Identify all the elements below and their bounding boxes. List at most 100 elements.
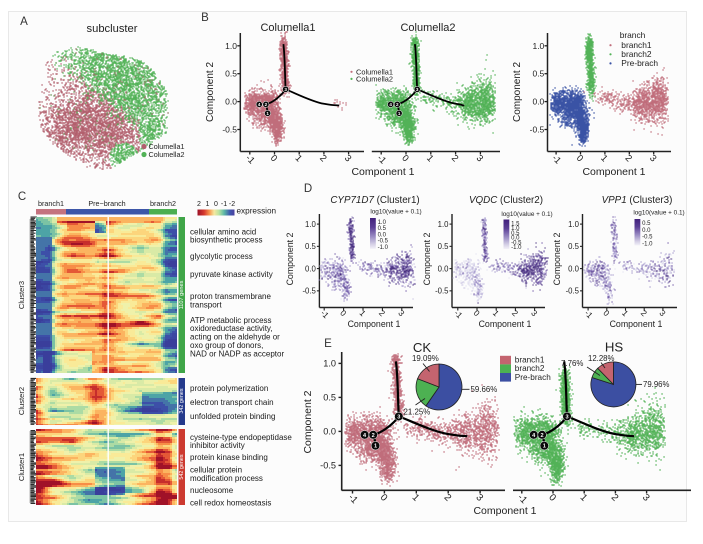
svg-text:proton transmembrane: proton transmembrane (190, 292, 271, 301)
svg-text:nucleosome: nucleosome (190, 486, 234, 495)
svg-text:4: 4 (258, 102, 261, 107)
svg-text:3: 3 (648, 153, 659, 164)
svg-text:Columella1: Columella1 (149, 142, 185, 151)
svg-text:Component 2: Component 2 (552, 232, 562, 285)
svg-text:2: 2 (318, 153, 329, 164)
svg-text:0: 0 (269, 153, 280, 164)
svg-text:Columella1: Columella1 (356, 68, 393, 77)
svg-text:1.0: 1.0 (532, 41, 544, 51)
svg-text:4: 4 (389, 102, 392, 107)
svg-text:2: 2 (442, 492, 454, 504)
svg-text:0.5: 0.5 (511, 231, 520, 237)
svg-text:7.76%: 7.76% (561, 359, 583, 368)
svg-text:4: 4 (532, 433, 536, 439)
svg-text:transport: transport (190, 301, 222, 310)
svg-text:branch2: branch2 (515, 364, 545, 373)
svg-text:1.0: 1.0 (511, 226, 520, 232)
svg-text:-0.5: -0.5 (642, 235, 653, 241)
svg-text:unfolded protein binding: unfolded protein binding (190, 412, 275, 421)
svg-text:B: B (201, 12, 209, 24)
svg-text:-1: -1 (221, 201, 227, 208)
svg-text:1: 1 (543, 444, 546, 450)
svg-text:Cluster2: Cluster2 (17, 387, 26, 415)
svg-text:Component 2: Component 2 (512, 62, 523, 122)
svg-text:0: 0 (575, 153, 586, 164)
svg-text:Component 1: Component 1 (582, 166, 645, 178)
svg-text:0: 0 (400, 153, 411, 164)
svg-text:D: D (304, 183, 312, 195)
svg-text:0.0: 0.0 (511, 236, 520, 242)
svg-text:-0.5: -0.5 (511, 240, 522, 246)
svg-text:acting on the aldehyde or: acting on the aldehyde or (190, 333, 280, 342)
svg-text:-1.0: -1.0 (378, 245, 389, 251)
svg-text:0.5: 0.5 (568, 242, 580, 251)
svg-text:19.09%: 19.09% (412, 354, 439, 363)
svg-text:0.5: 0.5 (532, 69, 544, 79)
svg-text:-1.0: -1.0 (511, 245, 522, 251)
svg-text:Component 1: Component 1 (473, 505, 536, 517)
svg-text:HS: HS (605, 340, 624, 355)
svg-text:0: 0 (601, 308, 612, 319)
svg-text:Columella2: Columella2 (356, 75, 393, 84)
svg-text:2: 2 (197, 201, 201, 208)
svg-text:-0.5: -0.5 (530, 125, 545, 135)
svg-text:1.0: 1.0 (568, 220, 580, 229)
svg-text:electron transport chain: electron transport chain (190, 398, 274, 407)
svg-text:Pre-brach: Pre-brach (515, 373, 551, 382)
svg-text:2: 2 (609, 492, 621, 504)
svg-text:0.5: 0.5 (305, 242, 317, 251)
svg-text:0.0: 0.0 (642, 228, 651, 234)
svg-text:3: 3 (657, 308, 668, 319)
svg-text:2: 2 (372, 433, 375, 439)
svg-text:Columella2: Columella2 (149, 150, 185, 159)
svg-text:2: 2 (639, 308, 650, 319)
svg-text:2: 2 (450, 153, 461, 164)
svg-text:21.25%: 21.25% (404, 408, 431, 417)
svg-text:oxidoreductase activity,: oxidoreductase activity, (190, 324, 273, 333)
svg-text:1: 1 (491, 308, 502, 319)
svg-text:pyruvate kinase activity: pyruvate kinase activity (190, 270, 273, 279)
svg-text:1: 1 (206, 201, 210, 208)
svg-text:cellular protein: cellular protein (190, 465, 242, 474)
svg-text:59.66%: 59.66% (471, 385, 498, 394)
svg-text:Cluster3: Cluster3 (17, 281, 26, 309)
svg-text:modification process: modification process (190, 474, 263, 483)
svg-text:1107 genes: 1107 genes (179, 280, 185, 309)
svg-text:1: 1 (425, 153, 436, 164)
svg-text:VPP1 (Cluster3): VPP1 (Cluster3) (602, 195, 673, 206)
svg-text:2: 2 (541, 433, 544, 439)
svg-text:2: 2 (510, 308, 521, 319)
svg-text:oxo group of donors,: oxo group of donors, (190, 341, 263, 350)
svg-text:branch1: branch1 (38, 199, 64, 208)
svg-text:VQDC (Cluster2): VQDC (Cluster2) (469, 195, 543, 206)
svg-text:1: 1 (620, 308, 631, 319)
svg-text:Component 2: Component 2 (422, 232, 432, 285)
svg-text:CK: CK (413, 340, 432, 355)
svg-text:-1.0: -1.0 (642, 241, 653, 247)
svg-text:1: 1 (293, 153, 304, 164)
svg-text:1.0: 1.0 (323, 359, 336, 369)
svg-text:1.0: 1.0 (378, 220, 387, 226)
svg-text:cellular amino acid: cellular amino acid (190, 227, 256, 236)
svg-text:3: 3 (474, 153, 485, 164)
svg-text:3: 3 (529, 308, 540, 319)
svg-text:branch1: branch1 (621, 40, 652, 50)
svg-text:2: 2 (377, 308, 388, 319)
svg-text:Pre−branch: Pre−branch (88, 199, 125, 208)
svg-text:2: 2 (265, 102, 268, 107)
svg-text:0.0: 0.0 (532, 97, 544, 107)
svg-text:C: C (18, 191, 26, 203)
svg-text:-0.5: -0.5 (435, 287, 449, 296)
svg-text:Component 1: Component 1 (351, 166, 414, 178)
svg-text:3: 3 (640, 492, 652, 504)
svg-text:Component 1: Component 1 (479, 319, 532, 329)
svg-text:cell redox homeostasis: cell redox homeostasis (190, 498, 271, 507)
svg-text:0.5: 0.5 (323, 393, 336, 403)
svg-text:0.0: 0.0 (225, 97, 237, 107)
svg-text:0.0: 0.0 (568, 264, 580, 273)
svg-text:3: 3 (416, 87, 419, 92)
svg-text:1.0: 1.0 (438, 220, 450, 229)
svg-text:E: E (324, 338, 332, 350)
svg-text:0.0: 0.0 (438, 264, 450, 273)
svg-text:Component 1: Component 1 (348, 319, 401, 329)
